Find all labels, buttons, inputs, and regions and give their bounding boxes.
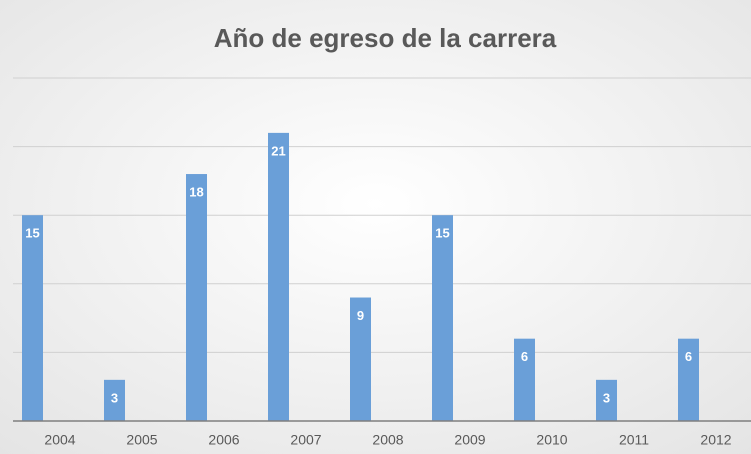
- x-tick-label: 2004: [44, 432, 75, 448]
- data-label: 6: [685, 349, 692, 364]
- data-label: 3: [603, 390, 610, 405]
- x-tick-label: 2011: [619, 432, 649, 448]
- data-label: 6: [521, 349, 528, 364]
- x-tick-label: 2009: [454, 432, 485, 448]
- x-tick-label: 2010: [536, 432, 567, 448]
- bar: [432, 215, 453, 421]
- x-tick-label: 2012: [700, 432, 731, 448]
- data-label: 3: [111, 390, 118, 405]
- data-label: 18: [189, 184, 203, 199]
- data-label: 15: [25, 226, 39, 241]
- bar: [350, 297, 371, 421]
- x-tick-label: 2005: [126, 432, 157, 448]
- data-label: 9: [357, 308, 364, 323]
- bar: [104, 379, 125, 421]
- bar: [678, 338, 699, 421]
- bar: [186, 174, 207, 421]
- x-tick-label: 2007: [290, 432, 321, 448]
- data-label: 15: [435, 226, 449, 241]
- bar: [22, 215, 43, 421]
- bar: [268, 132, 289, 421]
- x-tick-label: 2008: [372, 432, 403, 448]
- chart-title: Año de egreso de la carrera: [214, 23, 557, 53]
- bar: [514, 338, 535, 421]
- x-tick-label: 2006: [208, 432, 239, 448]
- bar: [596, 379, 617, 421]
- data-label: 21: [271, 143, 285, 158]
